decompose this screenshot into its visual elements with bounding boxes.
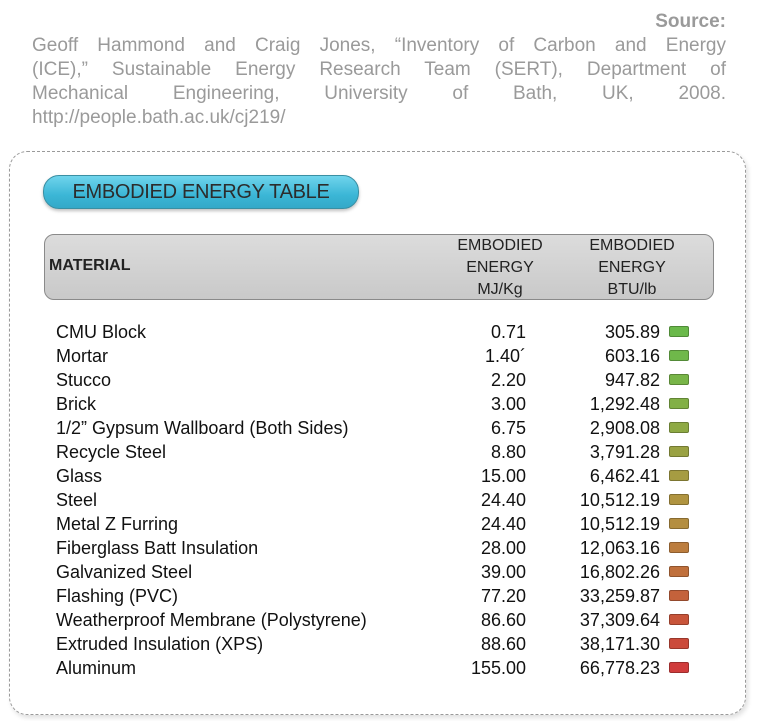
mj-kg-value: 86.60 (480, 610, 526, 630)
color-swatch (669, 446, 689, 457)
mj-kg-value: 8.80 (490, 442, 526, 462)
color-swatch (669, 590, 689, 601)
btu-lb-value: 10,512.19 (579, 490, 660, 510)
header-mj-line-2: ENERGY (466, 259, 534, 276)
material-name: Glass (56, 466, 103, 486)
table-row: Extruded Insulation (XPS) 88.60 38,171.30 (10, 632, 745, 656)
table-row: Aluminum 155.00 66,778.23 (10, 656, 745, 680)
material-name: Extruded Insulation (XPS) (56, 634, 264, 654)
btu-lb-value: 33,259.87 (579, 586, 660, 606)
mj-kg-value: 24.40 (480, 514, 526, 534)
material-name: Metal Z Furring (56, 514, 179, 534)
btu-lb-value: 603.16 (604, 346, 660, 366)
header-mj-line-1: EMBODIED (457, 237, 543, 254)
material-name: Brick (56, 394, 96, 414)
btu-lb-value: 6,462.41 (589, 466, 660, 486)
color-swatch (669, 470, 689, 481)
material-name: CMU Block (56, 322, 147, 342)
mj-kg-value: 2.20 (490, 370, 526, 390)
mj-kg-value: 39.00 (480, 562, 526, 582)
mj-kg-value: 28.00 (480, 538, 526, 558)
color-swatch (669, 662, 689, 673)
source-url: http://people.bath.ac.uk/cj219/ (32, 107, 286, 128)
table-row: Mortar 1.40´ 603.16 (10, 344, 745, 368)
color-swatch (669, 566, 689, 577)
material-name: Steel (56, 490, 98, 510)
btu-lb-value: 1,292.48 (589, 394, 660, 414)
header-mj-line-3: MJ/Kg (477, 281, 523, 298)
mj-kg-value: 15.00 (480, 466, 526, 486)
table-row: Metal Z Furring 24.40 10,512.19 (10, 512, 745, 536)
mj-kg-value: 77.20 (480, 586, 526, 606)
table-row: Steel 24.40 10,512.19 (10, 488, 745, 512)
color-swatch (669, 422, 689, 433)
header-btu-line-1: EMBODIED (589, 237, 675, 254)
mj-kg-value: 155.00 (470, 658, 526, 678)
table-row: Weatherproof Membrane (Polystyrene) 86.60… (10, 608, 745, 632)
header-btu-lb: EMBODIED ENERGY BTU/lb (573, 235, 691, 301)
color-swatch (669, 398, 689, 409)
color-swatch (669, 326, 689, 337)
btu-lb-value: 16,802.26 (579, 562, 660, 582)
color-swatch (669, 614, 689, 625)
color-swatch (669, 518, 689, 529)
source-title: Source: (655, 11, 726, 32)
mj-kg-value: 88.60 (480, 634, 526, 654)
mj-kg-value: 0.71 (490, 322, 526, 342)
header-mj-kg: EMBODIED ENERGY MJ/Kg (441, 235, 559, 301)
table-row: Glass 15.00 6,462.41 (10, 464, 745, 488)
btu-lb-value: 37,309.64 (579, 610, 660, 630)
table-header: MATERIAL EMBODIED ENERGY MJ/Kg EMBODIED … (44, 234, 714, 300)
btu-lb-value: 66,778.23 (579, 658, 660, 678)
table-title: EMBODIED ENERGY TABLE (43, 175, 359, 209)
source-citation: Source: Geoff Hammond and Craig Jones, “… (32, 10, 726, 130)
header-material: MATERIAL (49, 257, 131, 274)
color-swatch (669, 374, 689, 385)
color-swatch (669, 542, 689, 553)
btu-lb-value: 38,171.30 (579, 634, 660, 654)
color-swatch (669, 494, 689, 505)
btu-lb-value: 12,063.16 (579, 538, 660, 558)
table-row: 1/2” Gypsum Wallboard (Both Sides) 6.75 2,… (10, 416, 745, 440)
color-swatch (669, 638, 689, 649)
table-row: Flashing (PVC) 77.20 33,259.87 (10, 584, 745, 608)
material-name: Mortar (56, 346, 109, 366)
header-btu-line-3: BTU/lb (607, 281, 657, 298)
material-name: Galvanized Steel (56, 562, 193, 582)
table-body: CMU Block 0.71 305.89 Mortar 1.40´ 603.16 Stuc… (10, 320, 745, 680)
table-row: CMU Block 0.71 305.89 (10, 320, 745, 344)
btu-lb-value: 2,908.08 (589, 418, 660, 438)
source-line-1: Geoff Hammond and Craig Jones, “Inventor… (32, 35, 726, 56)
material-name: Recycle Steel (56, 442, 167, 462)
material-name: Flashing (PVC) (56, 586, 179, 606)
table-row: Recycle Steel 8.80 3,791.28 (10, 440, 745, 464)
source-line-3: Mechanical Engineering, University of Ba… (32, 83, 726, 104)
mj-kg-value: 6.75 (490, 418, 526, 438)
material-name: Stucco (56, 370, 112, 390)
btu-lb-value: 947.82 (604, 370, 660, 390)
material-name: Fiberglass Batt Insulation (56, 538, 259, 558)
source-line-2: (ICE),” Sustainable Energy Research Team… (32, 59, 726, 80)
btu-lb-value: 10,512.19 (579, 514, 660, 534)
table-row: Fiberglass Batt Insulation 28.00 12,063.16 (10, 536, 745, 560)
btu-lb-value: 3,791.28 (589, 442, 660, 462)
table-row: Brick 3.00 1,292.48 (10, 392, 745, 416)
mj-kg-value: 24.40 (480, 490, 526, 510)
mj-kg-value: 1.40´ (484, 346, 526, 366)
table-row: Stucco 2.20 947.82 (10, 368, 745, 392)
material-name: Aluminum (56, 658, 137, 678)
btu-lb-value: 305.89 (604, 322, 660, 342)
color-swatch (669, 350, 689, 361)
header-btu-line-2: ENERGY (598, 259, 666, 276)
embodied-energy-card: EMBODIED ENERGY TABLE MATERIAL EMBODIED … (9, 151, 746, 715)
material-name: Weatherproof Membrane (Polystyrene) (56, 610, 367, 630)
mj-kg-value: 3.00 (490, 394, 526, 414)
material-name: 1/2” Gypsum Wallboard (Both Sides) (56, 418, 349, 438)
table-row: Galvanized Steel 39.00 16,802.26 (10, 560, 745, 584)
